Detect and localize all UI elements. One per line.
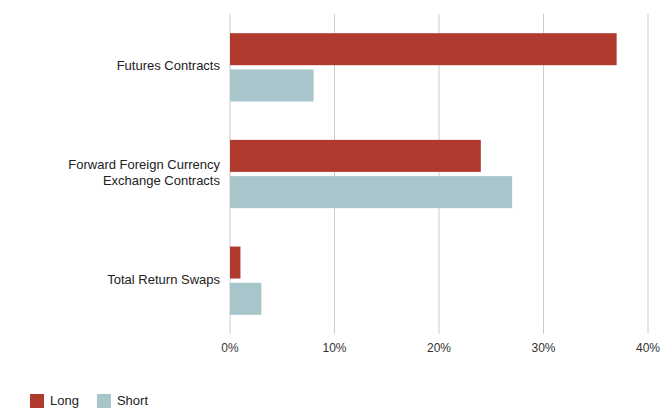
- bar: [230, 33, 617, 65]
- legend: Long Short: [30, 393, 148, 408]
- legend-label: Long: [50, 393, 79, 408]
- legend-swatch: [30, 394, 44, 408]
- category-label: Futures Contracts: [117, 59, 221, 74]
- legend-label: Short: [117, 393, 148, 408]
- tick-label: 40%: [636, 341, 660, 355]
- category-label: Forward Foreign CurrencyExchange Contrac…: [68, 157, 220, 188]
- x-axis: 0% 10% 20% 30% 40%: [221, 341, 660, 355]
- grid: [230, 14, 648, 334]
- bar: [230, 140, 481, 172]
- chart: 0% 10% 20% 30% 40% Total Return Swaps Forward …: [0, 0, 672, 420]
- legend-item: Short: [97, 393, 148, 408]
- bar: [230, 283, 261, 315]
- y-axis: Total Return Swaps Forward Foreign Curren…: [68, 59, 220, 287]
- tick-label: 20%: [427, 341, 451, 355]
- tick-label: 0%: [221, 341, 239, 355]
- bar: [230, 176, 512, 208]
- tick-label: 30%: [531, 341, 555, 355]
- tick-label: 10%: [322, 341, 346, 355]
- category-label: Total Return Swaps: [107, 272, 220, 287]
- bars: [230, 33, 617, 315]
- legend-item: Long: [30, 393, 79, 408]
- legend-swatch: [97, 394, 111, 408]
- bar: [230, 247, 240, 279]
- bar: [230, 69, 314, 101]
- grid-line: [648, 14, 649, 334]
